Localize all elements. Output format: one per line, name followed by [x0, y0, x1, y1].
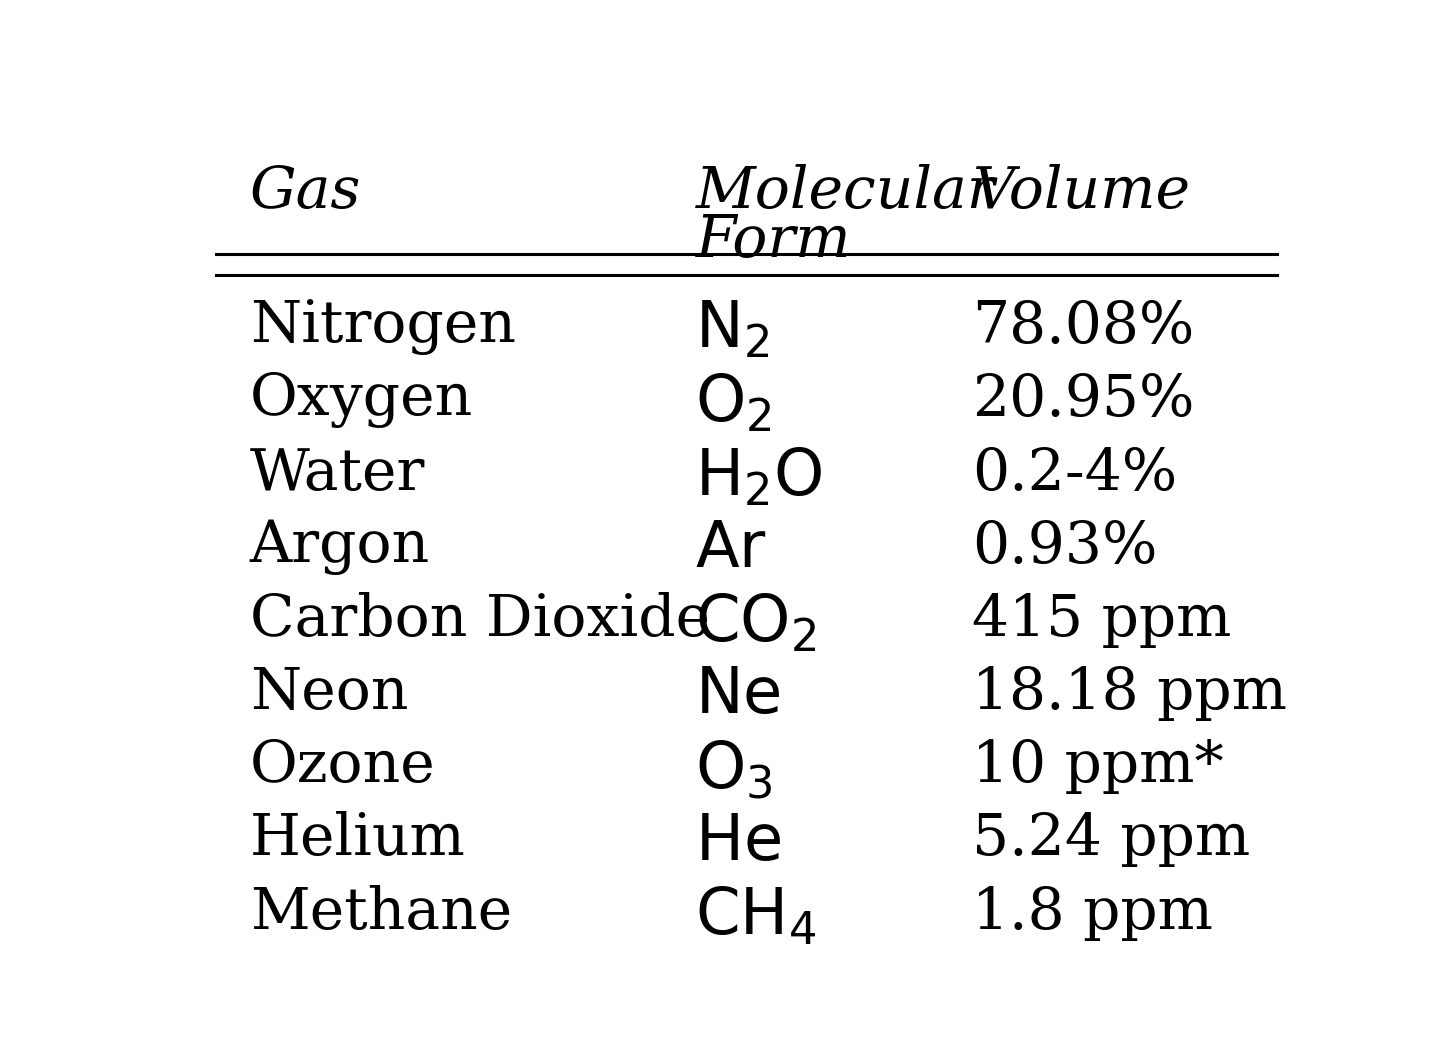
- Text: $\mathrm{Ne}$: $\mathrm{Ne}$: [696, 665, 780, 726]
- Text: $\mathrm{O_2}$: $\mathrm{O_2}$: [696, 373, 772, 434]
- Text: $\mathrm{CH_4}$: $\mathrm{CH_4}$: [696, 885, 817, 947]
- Text: 0.2-4%: 0.2-4%: [973, 446, 1176, 501]
- Text: Molecular: Molecular: [696, 165, 994, 221]
- Text: 1.8 ppm: 1.8 ppm: [973, 885, 1213, 941]
- Text: Nitrogen: Nitrogen: [250, 299, 515, 355]
- Text: 0.93%: 0.93%: [973, 518, 1158, 575]
- Text: $\mathrm{H_2O}$: $\mathrm{H_2O}$: [696, 446, 823, 508]
- Text: 20.95%: 20.95%: [973, 373, 1194, 428]
- Text: 415 ppm: 415 ppm: [973, 592, 1232, 648]
- Text: $\mathrm{He}$: $\mathrm{He}$: [696, 811, 782, 873]
- Text: $\mathrm{Ar}$: $\mathrm{Ar}$: [696, 518, 767, 580]
- Text: Helium: Helium: [250, 811, 466, 868]
- Text: Argon: Argon: [250, 518, 430, 575]
- Text: Water: Water: [250, 446, 425, 501]
- Text: 5.24 ppm: 5.24 ppm: [973, 811, 1251, 868]
- Text: Ozone: Ozone: [250, 738, 435, 794]
- Text: 10 ppm*: 10 ppm*: [973, 738, 1223, 794]
- Text: Neon: Neon: [250, 665, 408, 721]
- Text: 78.08%: 78.08%: [973, 299, 1194, 355]
- Text: $\mathrm{O_3}$: $\mathrm{O_3}$: [696, 738, 773, 801]
- Text: Methane: Methane: [250, 885, 513, 941]
- Text: $\mathrm{N_2}$: $\mathrm{N_2}$: [696, 299, 770, 361]
- Text: Gas: Gas: [250, 165, 361, 221]
- Text: Carbon Dioxide: Carbon Dioxide: [250, 592, 711, 648]
- Text: Form: Form: [696, 213, 852, 270]
- Text: Oxygen: Oxygen: [250, 373, 473, 428]
- Text: 18.18 ppm: 18.18 ppm: [973, 665, 1287, 721]
- Text: $\mathrm{CO_2}$: $\mathrm{CO_2}$: [696, 592, 817, 654]
- Text: Volume: Volume: [973, 165, 1190, 221]
